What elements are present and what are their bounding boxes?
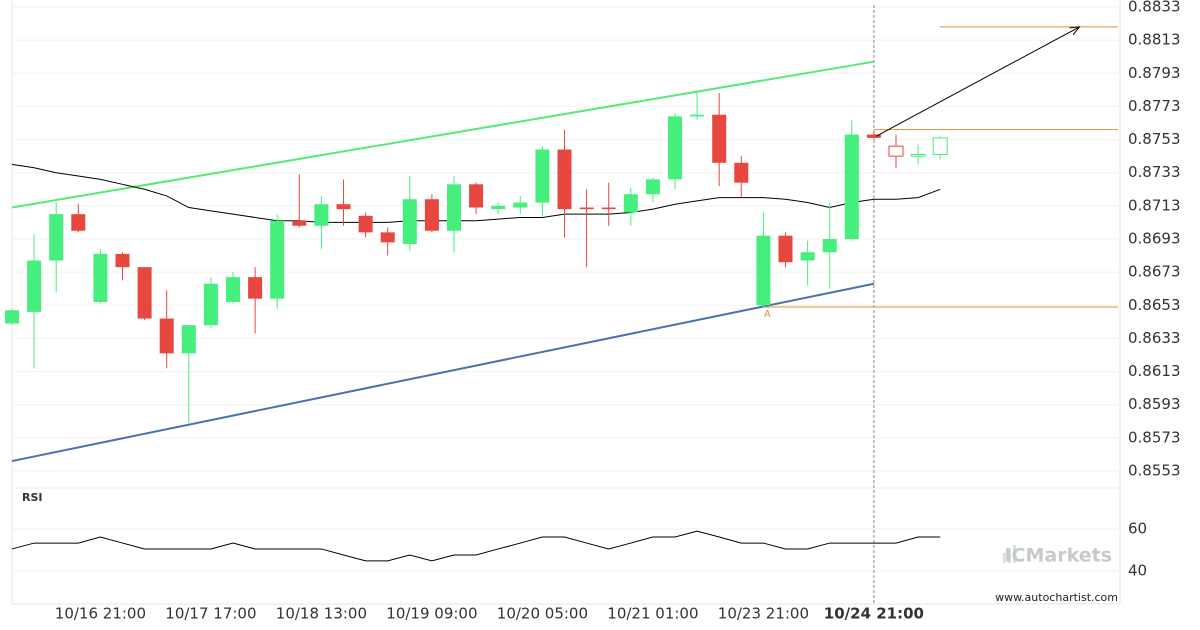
rsi-line: [11, 530, 941, 562]
candle-body: [314, 204, 329, 226]
candle-body: [292, 220, 307, 226]
arrow-head: [1069, 26, 1081, 35]
candle-body: [137, 267, 152, 319]
candle-body: [336, 204, 351, 210]
source: www.autochartist.com: [995, 591, 1118, 604]
y-tick-label: 0.8553: [1128, 462, 1181, 480]
x-tick-label: 10/17 17:00: [165, 605, 256, 623]
candle-body: [932, 137, 948, 155]
x-tick-label: 10/18 13:00: [276, 605, 367, 623]
y-tick-label: 0.8613: [1128, 362, 1181, 380]
candle-body: [447, 184, 461, 231]
candle-body: [668, 116, 682, 180]
candle-body: [712, 114, 727, 163]
candle-body: [71, 214, 86, 231]
candle-body: [424, 199, 439, 231]
candle-body: [844, 134, 859, 239]
watermark-icon: [1003, 545, 1016, 563]
y-tick-label: 0.8833: [1128, 0, 1181, 16]
y-tick-label: 60: [1128, 520, 1147, 538]
moving-average: [11, 163, 941, 223]
candle-body: [623, 194, 638, 213]
candle-body: [226, 277, 240, 302]
y-tick-label: 0.8713: [1128, 196, 1181, 214]
candle-body: [800, 252, 815, 261]
candle-body: [756, 235, 771, 306]
rsi-label: RSI: [22, 491, 43, 504]
candle-body: [579, 207, 594, 210]
candle-body: [734, 162, 749, 183]
candle-body: [491, 205, 506, 210]
y-tick-label: 0.8733: [1128, 163, 1181, 181]
y-tick-label: 0.8813: [1128, 31, 1181, 49]
candle-body: [778, 235, 793, 263]
y-tick-label: 40: [1128, 562, 1147, 580]
y-tick-label: 0.8773: [1128, 97, 1181, 115]
forecast-arrow: [875, 26, 1080, 137]
candle-body: [402, 199, 417, 244]
x-tick-label: 10/19 09:00: [386, 605, 477, 623]
candle-body: [248, 277, 263, 299]
candle-body: [380, 232, 395, 243]
x-tick-label: 10/16 21:00: [55, 605, 146, 623]
candle-body: [601, 207, 616, 210]
candle-body: [115, 253, 130, 268]
candle-body: [27, 260, 42, 312]
candle-body: [159, 318, 174, 354]
level-label: A: [764, 309, 771, 320]
candle-body: [358, 215, 373, 233]
x-tick-label: 10/23 21:00: [718, 605, 809, 623]
x-tick-label: 10/24 21:00: [824, 605, 924, 623]
candle-body: [535, 149, 550, 203]
y-tick-label: 0.8653: [1128, 296, 1181, 314]
candle-body: [93, 253, 108, 302]
y-tick-label: 0.8793: [1128, 64, 1181, 82]
y-tick-label: 0.8673: [1128, 263, 1181, 281]
candle-body: [469, 184, 484, 208]
candle-body: [5, 310, 19, 324]
candle-body: [49, 214, 64, 261]
candle-body: [690, 114, 705, 117]
y-tick-label: 0.8633: [1128, 329, 1181, 347]
candle-body: [822, 239, 837, 253]
y-tick-label: 0.8573: [1128, 428, 1181, 446]
trendline: [11, 282, 875, 463]
candle-body: [270, 220, 285, 299]
candle-body: [181, 325, 196, 354]
trendline: [11, 60, 875, 209]
x-tick-label: 10/20 05:00: [497, 605, 588, 623]
candle-body: [513, 202, 528, 208]
candle-body: [866, 134, 881, 138]
y-tick-label: 0.8593: [1128, 395, 1181, 413]
candle-body: [557, 149, 572, 210]
y-tick-label: 0.8693: [1128, 230, 1181, 248]
y-tick-label: 0.8753: [1128, 130, 1181, 148]
x-tick-label: 10/21 01:00: [607, 605, 698, 623]
candle-body: [645, 179, 660, 195]
watermark: ICMarkets: [1004, 545, 1112, 567]
candle-body: [203, 283, 218, 326]
candle-body: [910, 153, 926, 157]
candle-body: [888, 145, 904, 157]
